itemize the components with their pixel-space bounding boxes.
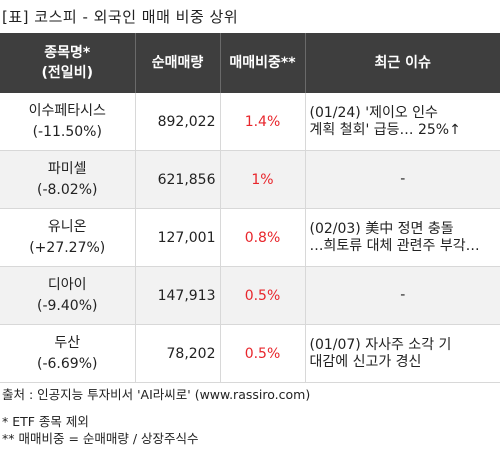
stock-name-cell: 유니온 (+27.27%) xyxy=(0,208,136,267)
recent-issue-cell: - xyxy=(305,150,500,209)
stock-name: 파미셀 xyxy=(47,160,87,177)
net-volume-cell: 621,856 xyxy=(135,150,221,209)
net-volume-cell: 147,913 xyxy=(135,266,221,325)
table-row: 이수페타시스 (-11.50%) 892,022 1.4% (01/24) '제… xyxy=(0,93,500,151)
recent-issue-cell: - xyxy=(305,266,500,325)
table-row: 파미셀 (-8.02%) 621,856 1% - xyxy=(0,150,500,209)
foreign-trade-table: 종목명* (전일비) 순매매량 매매비중** 최근 이슈 이수페타시스 (-11… xyxy=(0,33,500,383)
net-volume-cell: 892,022 xyxy=(135,93,221,151)
etf-exclusion-note: * ETF 종목 제외 xyxy=(2,414,89,429)
recent-issue-cell: (01/07) 자사주 소각 기 대감에 신고가 경신 xyxy=(305,324,500,383)
stock-name-cell: 디아이 (-9.40%) xyxy=(0,266,136,325)
trade-ratio-cell: 0.5% xyxy=(220,266,306,325)
stock-change: (-9.40%) xyxy=(37,297,98,314)
header-recent-issue: 최근 이슈 xyxy=(305,33,500,93)
net-volume-cell: 127,001 xyxy=(135,208,221,267)
trade-ratio-cell: 0.5% xyxy=(220,324,306,383)
recent-issue-cell: (01/24) '제이오 인수 계획 철회' 급등… 25%↑ xyxy=(305,93,500,151)
ratio-definition-note: ** 매매비중 = 순매매량 / 상장주식수 xyxy=(2,431,199,446)
recent-issue-cell: (02/03) 美中 정면 충돌 …희토류 대체 관련주 부각… xyxy=(305,208,500,267)
stock-change: (-6.69%) xyxy=(37,355,98,372)
stock-name: 이수페타시스 xyxy=(28,102,106,119)
stock-name: 두산 xyxy=(54,334,81,351)
table-header-row: 종목명* (전일비) 순매매량 매매비중** 최근 이슈 xyxy=(0,33,500,93)
trade-ratio-cell: 0.8% xyxy=(220,208,306,267)
source-note: 출처 : 인공지능 투자비서 'AI라씨로' (www.rassiro.com) xyxy=(2,387,311,402)
stock-name: 유니온 xyxy=(47,218,87,235)
issue-text-line1: (02/03) 美中 정면 충돌 xyxy=(309,220,454,237)
stock-name-cell: 이수페타시스 (-11.50%) xyxy=(0,93,136,151)
stock-change: (-11.50%) xyxy=(32,123,102,140)
stock-name-cell: 파미셀 (-8.02%) xyxy=(0,150,136,209)
table-title: [표] 코스피 - 외국인 매매 비중 상위 xyxy=(2,8,239,26)
issue-text-line2: 대감에 신고가 경신 xyxy=(309,353,422,370)
stock-change: (+27.27%) xyxy=(29,239,106,256)
header-stock-name: 종목명* (전일비) xyxy=(0,33,136,93)
stock-name-cell: 두산 (-6.69%) xyxy=(0,324,136,383)
header-trade-ratio: 매매비중** xyxy=(220,33,306,93)
net-volume-cell: 78,202 xyxy=(135,324,221,383)
stock-change: (-8.02%) xyxy=(37,181,98,198)
issue-text-line2: 계획 철회' 급등… 25%↑ xyxy=(309,121,461,138)
issue-text-line1: (01/24) '제이오 인수 xyxy=(309,104,438,121)
table-row: 유니온 (+27.27%) 127,001 0.8% (02/03) 美中 정면… xyxy=(0,208,500,267)
header-net-volume: 순매매량 xyxy=(135,33,221,93)
table-row: 디아이 (-9.40%) 147,913 0.5% - xyxy=(0,266,500,325)
stock-name: 디아이 xyxy=(47,276,87,293)
trade-ratio-cell: 1.4% xyxy=(220,93,306,151)
table-row: 두산 (-6.69%) 78,202 0.5% (01/07) 자사주 소각 기… xyxy=(0,324,500,383)
trade-ratio-cell: 1% xyxy=(220,150,306,209)
issue-text-line1: (01/07) 자사주 소각 기 xyxy=(309,336,452,353)
issue-text-line2: …희토류 대체 관련주 부각… xyxy=(309,237,480,254)
header-stock-name-label: 종목명* xyxy=(44,45,91,61)
header-change-label: (전일비) xyxy=(41,65,93,81)
